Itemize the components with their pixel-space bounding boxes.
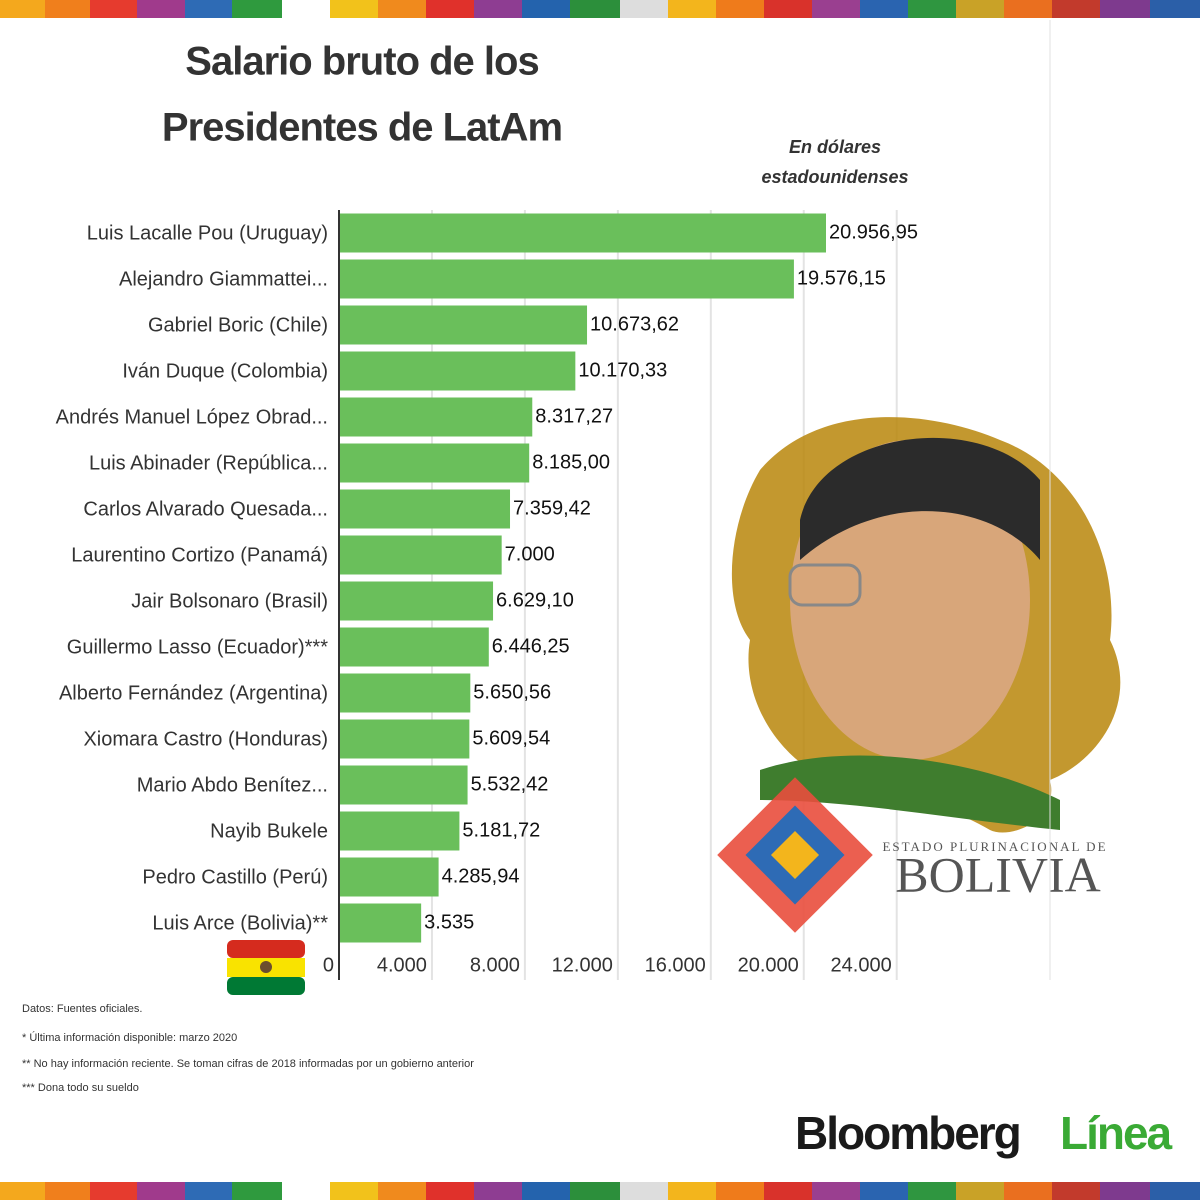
category-label: Iván Duque (Colombia) — [122, 360, 328, 382]
bar — [340, 489, 511, 529]
publisher-logo: Bloomberg — [795, 1107, 1020, 1159]
category-label: Alejandro Giammattei... — [119, 268, 328, 290]
subtitle: estadounidenses — [761, 167, 908, 187]
x-tick-label: 4.000 — [377, 954, 427, 976]
value-label: 5.650,56 — [473, 681, 551, 703]
x-tick-label: 0 — [323, 954, 334, 976]
category-label: Gabriel Boric (Chile) — [148, 314, 328, 336]
footnote: * Última información disponible: marzo 2… — [22, 1031, 237, 1044]
bar — [340, 259, 794, 299]
category-label: Guillermo Lasso (Ecuador)*** — [67, 636, 328, 658]
chart-title: Presidentes de LatAm — [162, 106, 562, 150]
value-label: 8.317,27 — [535, 405, 613, 427]
category-label: Pedro Castillo (Perú) — [142, 866, 328, 888]
bolivia-emblem — [717, 777, 873, 933]
category-label: Luis Lacalle Pou (Uruguay) — [87, 222, 328, 244]
x-tick-label: 12.000 — [552, 954, 613, 976]
bar — [340, 535, 502, 575]
value-label: 7.000 — [505, 543, 555, 565]
category-label: Alberto Fernández (Argentina) — [59, 682, 328, 704]
bar — [340, 903, 422, 943]
category-label: Luis Arce (Bolivia)** — [152, 912, 328, 934]
category-label: Jair Bolsonaro (Brasil) — [131, 590, 328, 612]
value-label: 5.609,54 — [472, 727, 550, 749]
category-label: Luis Abinader (República... — [89, 452, 328, 474]
value-label: 3.535 — [424, 911, 474, 933]
bar — [340, 811, 460, 851]
bar — [340, 673, 471, 713]
bar — [340, 443, 530, 483]
bolivia-flag — [227, 940, 305, 995]
category-label: Laurentino Cortizo (Panamá) — [71, 544, 328, 566]
bar — [340, 719, 470, 759]
category-label: Xiomara Castro (Honduras) — [83, 728, 328, 750]
portrait-illustration — [731, 417, 1121, 833]
value-label: 7.359,42 — [513, 497, 591, 519]
value-label: 8.185,00 — [532, 451, 610, 473]
color-stripe — [0, 1182, 1200, 1200]
x-tick-label: 20.000 — [738, 954, 799, 976]
chart-title: Salario bruto de los — [185, 40, 538, 84]
x-tick-label: 24.000 — [831, 954, 892, 976]
bar — [340, 397, 533, 437]
bar — [340, 765, 468, 805]
bar — [340, 857, 439, 897]
bar — [340, 627, 489, 667]
bar — [340, 213, 826, 253]
value-label: 4.285,94 — [442, 865, 520, 887]
footnote: Datos: Fuentes oficiales. — [22, 1003, 142, 1015]
value-label: 20.956,95 — [829, 221, 918, 243]
value-label: 5.532,42 — [471, 773, 549, 795]
x-tick-label: 16.000 — [645, 954, 706, 976]
value-label: 5.181,72 — [462, 819, 540, 841]
bar — [340, 305, 588, 345]
x-tick-label: 8.000 — [470, 954, 520, 976]
category-label: Nayib Bukele — [210, 820, 328, 842]
bar — [340, 351, 576, 391]
category-label: Mario Abdo Benítez... — [137, 774, 328, 796]
value-label: 19.576,15 — [797, 267, 886, 289]
footnote: *** Dona todo su sueldo — [22, 1082, 139, 1094]
value-label: 10.170,33 — [578, 359, 667, 381]
category-label: Andrés Manuel López Obrad... — [56, 406, 328, 428]
footnote: ** No hay información reciente. Se toman… — [22, 1058, 474, 1070]
category-label: Carlos Alvarado Quesada... — [83, 498, 328, 520]
value-label: 6.629,10 — [496, 589, 574, 611]
bar — [340, 581, 494, 621]
state-name: BOLIVIA — [895, 846, 1101, 902]
value-label: 6.446,25 — [492, 635, 570, 657]
color-stripe — [0, 0, 1200, 18]
publisher-logo: Línea — [1060, 1107, 1173, 1159]
subtitle: En dólares — [789, 137, 881, 157]
value-label: 10.673,62 — [590, 313, 679, 335]
